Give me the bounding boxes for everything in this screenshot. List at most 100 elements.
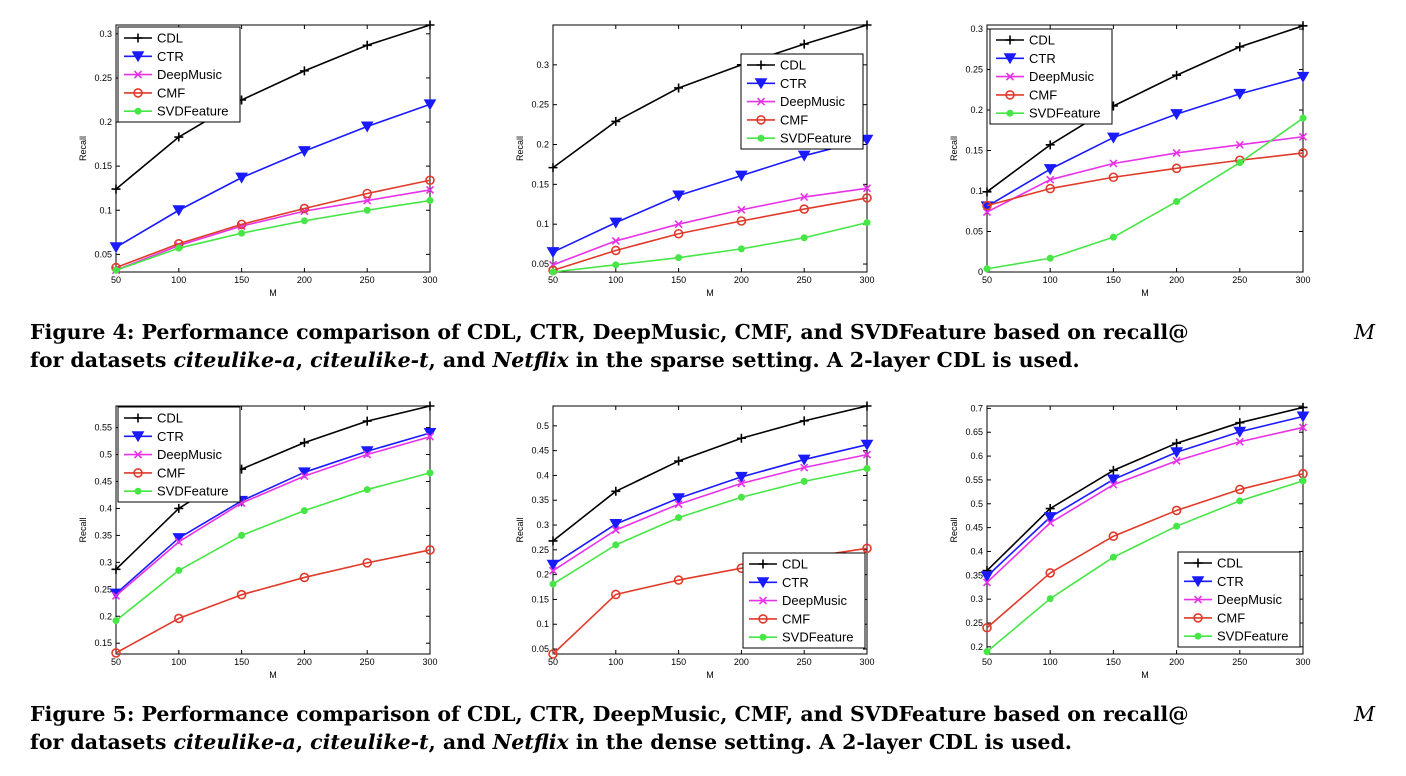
x-tick-label: 100: [608, 275, 623, 285]
figure-5-caption: Figure 5: Performance comparison of CDL,…: [30, 700, 1375, 756]
legend-marker-deepmusic: [1193, 595, 1203, 604]
caption-text: in the sparse setting. A 2-layer CDL is …: [568, 348, 1080, 372]
legend-label-svdfeature: SVDFeature: [1217, 629, 1289, 644]
dataset-name: Netflix: [492, 730, 569, 754]
figure-4-caption: Figure 4: Performance comparison of CDL,…: [30, 318, 1375, 374]
series-line-deepmusic: [115, 435, 431, 597]
y-tick-label: 0.2: [536, 570, 549, 580]
data-point-ctr: [1170, 109, 1183, 121]
y-tick-label: 0.15: [94, 161, 112, 171]
data-point-svdfeature: [675, 514, 683, 522]
data-point-cdl: [1172, 70, 1182, 80]
x-tick-label: 250: [1232, 657, 1247, 667]
series-line-deepmusic: [552, 187, 868, 266]
data-point-svdfeature: [612, 261, 620, 269]
data-point-svdfeature: [300, 507, 308, 515]
caption-text: for datasets: [30, 730, 174, 754]
y-tick-label: 0.5: [970, 499, 983, 509]
data-point-cmf: [799, 204, 810, 214]
caption-text: , and: [428, 730, 493, 754]
legend-label-svdfeature: SVDFeature: [1029, 106, 1101, 121]
x-tick-label: 300: [422, 657, 437, 667]
data-point-deepmusic: [174, 537, 183, 546]
data-point-cmf: [982, 200, 992, 211]
data-point-cmf: [548, 649, 558, 659]
data-point-svdfeature: [863, 464, 871, 472]
data-point-cmf: [1045, 568, 1055, 578]
legend-label-cdl: CDL: [1217, 556, 1243, 571]
data-point-deepmusic: [611, 236, 620, 245]
data-point-ctr: [860, 134, 874, 146]
legend-label-deepmusic: DeepMusic: [157, 67, 223, 82]
data-point-cmf: [610, 245, 621, 256]
legend-marker-ctr: [1003, 53, 1017, 65]
y-tick-label: 0.2: [99, 117, 112, 127]
data-point-ctr: [1170, 447, 1183, 459]
y-tick-label: 0.25: [965, 618, 983, 628]
caption-text: Figure 5: Performance comparison of CDL,…: [30, 702, 1189, 726]
x-tick-label: 150: [671, 657, 686, 667]
x-tick-label: 150: [671, 275, 686, 285]
data-point-svdfeature: [612, 541, 620, 549]
legend-label-svdfeature: SVDFeature: [157, 484, 229, 499]
legend-marker-deepmusic: [758, 596, 768, 605]
y-tick-label: 0.35: [531, 495, 549, 505]
legend-label-cdl: CDL: [1029, 33, 1055, 48]
x-tick-label: 300: [422, 275, 437, 285]
legend-label-svdfeature: SVDFeature: [157, 104, 229, 119]
y-tick-label: 0.5: [99, 450, 112, 460]
chart-fig5-a: 50 100 150 200 250 300 0.15 0.2 0.25 0.3 0.35 0.4 0.…: [78, 401, 438, 680]
data-point-cdl: [111, 184, 121, 194]
data-point-cdl: [982, 187, 992, 197]
series-line-cdl: [552, 24, 868, 169]
data-point-cdl: [862, 401, 872, 411]
y-tick-label: 0.2: [99, 611, 112, 621]
data-point-cdl: [174, 132, 184, 142]
legend-label-ctr: CTR: [780, 76, 807, 91]
data-point-ctr: [609, 519, 623, 531]
y-tick-label: 0.65: [965, 427, 983, 437]
data-point-deepmusic: [674, 500, 683, 509]
legend-marker-cmf: [133, 88, 143, 98]
series-line-cdl: [115, 405, 431, 570]
legend-label-cmf: CMF: [157, 85, 185, 100]
data-point-ctr: [1043, 512, 1057, 524]
data-point-cdl: [425, 20, 435, 30]
data-point-cdl: [1235, 42, 1245, 52]
data-point-cmf: [236, 219, 247, 230]
data-point-cdl: [1298, 21, 1308, 31]
legend-marker-ctr: [756, 577, 770, 589]
series-line-cmf: [986, 472, 1304, 629]
data-point-cmf: [736, 216, 747, 226]
data-point-svdfeature: [426, 197, 434, 205]
data-point-ctr: [797, 454, 811, 466]
data-point-svdfeature: [1299, 477, 1307, 485]
data-point-svdfeature: [1236, 159, 1244, 167]
series-line-ctr: [552, 138, 868, 253]
data-point-deepmusic: [1235, 437, 1244, 446]
y-tick-label: 0.45: [531, 446, 549, 456]
data-point-cmf: [111, 648, 121, 658]
data-point-ctr: [1233, 88, 1247, 100]
y-tick-label: 0.25: [94, 73, 112, 83]
series-line-deepmusic: [115, 189, 431, 271]
series-line-ctr: [552, 443, 868, 566]
data-point-deepmusic: [111, 591, 121, 600]
x-tick-label: 150: [1106, 275, 1121, 285]
y-tick-label: 0.05: [531, 259, 549, 269]
x-tick-label: 50: [982, 275, 992, 285]
data-point-deepmusic: [425, 432, 435, 441]
y-tick-label: 0.05: [965, 227, 983, 237]
legend-label-cdl: CDL: [782, 557, 808, 572]
series-line-cmf: [552, 197, 868, 272]
y-tick-label: 0.4: [970, 546, 983, 556]
data-point-ctr: [1296, 411, 1310, 423]
data-point-ctr: [546, 559, 560, 571]
data-point-cdl: [1235, 418, 1245, 428]
legend: CDL CTR DeepMusic CMF SVDFeature: [740, 53, 864, 150]
x-tick-label: 100: [171, 657, 186, 667]
legend-marker-svdfeature: [134, 487, 142, 495]
legend-label-cmf: CMF: [1217, 610, 1245, 625]
data-point-cdl: [611, 116, 621, 126]
data-point-deepmusic: [1235, 140, 1244, 149]
